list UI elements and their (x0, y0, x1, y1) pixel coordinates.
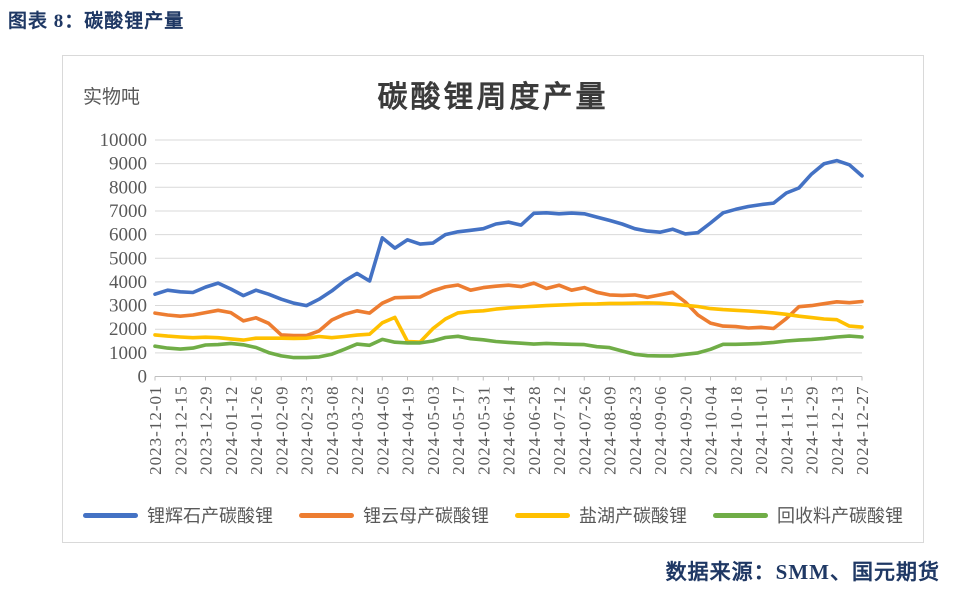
x-tick-label: 2024-09-06 (651, 386, 670, 475)
chart-container: 实物吨 碳酸锂周度产量 0 1000 2000 3000 4000 5000 6000 700… (62, 55, 924, 543)
data-source-note: 数据来源：SMM、国元期货 (665, 560, 940, 584)
legend-line-swatch (713, 512, 768, 518)
x-tick-label: 2024-06-14 (500, 386, 519, 475)
x-tick-label: 2024-05-03 (424, 386, 443, 475)
y-tick-label: 9000 (109, 154, 147, 175)
series-line (153, 334, 864, 360)
x-tick-label: 2024-07-26 (575, 386, 594, 475)
x-tick-label: 2024-10-04 (702, 386, 721, 475)
figure-caption: 图表 8：碳酸锂产量 (8, 11, 185, 32)
legend-label: 锂云母产碳酸锂 (363, 506, 489, 526)
x-tick-label: 2024-06-28 (525, 386, 544, 475)
x-tick-label: 2024-07-12 (550, 386, 569, 475)
y-tick-label: 6000 (109, 225, 147, 246)
legend-item: 锂辉石产碳酸锂 (83, 502, 273, 528)
series-line (153, 158, 864, 308)
chart-legend: 锂辉石产碳酸锂 锂云母产碳酸锂 盐湖产碳酸锂 回收料产碳酸锂 (63, 502, 923, 528)
x-tick-label: 2024-05-17 (449, 386, 468, 475)
x-tick-label: 2024-08-09 (601, 386, 620, 475)
y-tick-label: 3000 (109, 296, 147, 317)
x-tick-label: 2024-12-13 (828, 386, 847, 475)
x-tick-label: 2024-11-01 (752, 386, 771, 475)
legend-item: 回收料产碳酸锂 (713, 502, 903, 528)
y-tick-label: 4000 (109, 272, 147, 293)
legend-label: 回收料产碳酸锂 (777, 506, 903, 526)
x-tick-label: 2023-12-15 (171, 386, 190, 475)
chart-title: 碳酸锂周度产量 (377, 81, 609, 114)
x-tick-label: 2023-12-01 (146, 386, 165, 475)
x-tick-label: 2024-11-29 (803, 386, 822, 475)
legend-item: 盐湖产碳酸锂 (515, 502, 687, 528)
x-tick-label: 2024-08-23 (626, 386, 645, 475)
x-tick-label: 2024-10-18 (727, 386, 746, 475)
x-tick-label: 2024-04-05 (373, 386, 392, 475)
y-tick-label: 10000 (100, 130, 148, 151)
x-tick-label: 2024-09-20 (676, 386, 695, 475)
x-tick-label: 2024-04-19 (399, 386, 418, 475)
legend-line-swatch (299, 512, 354, 518)
x-tick-label: 2024-05-31 (474, 386, 493, 475)
y-tick-label: 8000 (109, 177, 147, 198)
x-tick-label: 2024-11-15 (777, 386, 796, 475)
y-tick-label: 1000 (109, 343, 147, 364)
x-tick-label: 2024-01-12 (222, 386, 241, 475)
x-tick-label: 2024-03-22 (348, 386, 367, 475)
series-line (153, 281, 864, 338)
legend-label: 盐湖产碳酸锂 (579, 506, 687, 526)
legend-item: 锂云母产碳酸锂 (299, 502, 489, 528)
x-tick-label: 2024-02-23 (298, 386, 317, 475)
x-tick-label: 2024-02-09 (272, 386, 291, 475)
y-tick-label: 5000 (109, 248, 147, 269)
series-line (153, 301, 864, 344)
x-tick-label: 2024-03-08 (323, 386, 342, 475)
y-tick-label: 2000 (109, 319, 147, 340)
y-tick-label: 7000 (109, 201, 147, 222)
x-tick-label: 2024-12-27 (853, 386, 872, 475)
legend-line-swatch (83, 512, 138, 518)
y-tick-label: 0 (138, 367, 148, 388)
legend-label: 锂辉石产碳酸锂 (147, 506, 273, 526)
y-axis-unit-label: 实物吨 (83, 87, 141, 108)
x-tick-label: 2023-12-29 (197, 386, 216, 475)
legend-line-swatch (515, 512, 570, 518)
x-tick-label: 2024-01-26 (247, 386, 266, 475)
